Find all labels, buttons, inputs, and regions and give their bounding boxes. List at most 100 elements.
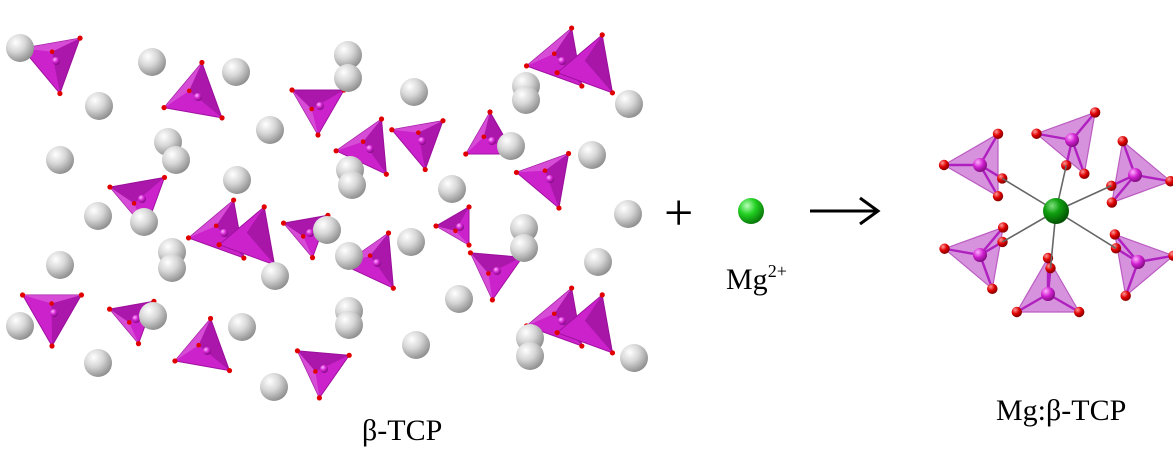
oxygen-atom — [280, 220, 287, 226]
oxygen-atom — [107, 184, 113, 190]
oxygen-atom — [481, 134, 487, 140]
calcium-atom — [335, 311, 363, 339]
calcium-atom — [516, 342, 544, 370]
tetrahedron-face — [363, 119, 387, 175]
oxygen-atom — [1120, 290, 1131, 302]
oxygen-atom — [300, 234, 306, 239]
tetrahedron-face — [526, 288, 572, 326]
phosphorus-atom — [1128, 168, 1142, 182]
calcium-atom — [335, 242, 363, 270]
oxygen-atom — [1073, 306, 1085, 318]
tetrahedron-face — [51, 295, 82, 346]
phosphorus-atom — [50, 309, 58, 317]
oxygen-atom — [383, 171, 389, 177]
phosphorus-atom — [132, 315, 140, 323]
calcium-atom — [46, 251, 74, 279]
phosphate-tetrahedron — [1106, 135, 1173, 208]
tetrahedron-face — [198, 318, 230, 371]
tetrahedron-face — [516, 153, 569, 173]
mg-ion-symbol: Mg — [726, 263, 768, 296]
oxygen-atom — [992, 190, 1004, 202]
oxygen-atom — [161, 174, 168, 181]
calcium-atom — [614, 200, 642, 228]
calcium-atom — [138, 48, 166, 76]
oxygen-atom — [49, 49, 55, 55]
phosphorus-atom — [418, 137, 426, 145]
calcium-atom — [334, 41, 362, 69]
calcium-atom — [228, 313, 256, 341]
tetrahedron-face — [52, 38, 80, 94]
oxygen-atom — [78, 292, 85, 298]
tetrahedron-face — [22, 295, 82, 304]
oxygen-atom — [390, 285, 396, 291]
oxygen-atom — [1031, 128, 1042, 139]
tetrahedron-face — [109, 309, 139, 344]
reaction-symbols: + — [664, 185, 881, 242]
phosphate-tetrahedron — [939, 222, 1009, 295]
calcium-atom — [584, 248, 612, 276]
tetrahedron-face — [189, 62, 222, 118]
phosphate-tetrahedron — [294, 348, 352, 401]
oxygen-atom — [609, 90, 616, 96]
oxygen-atom — [385, 230, 392, 236]
oxygen-atom — [440, 118, 446, 124]
calcium-atom — [261, 262, 289, 290]
tetrahedron-face — [109, 177, 165, 204]
oxygen-atom — [135, 341, 142, 347]
phosphate-tetrahedron — [389, 118, 446, 173]
oxygen-atom — [346, 352, 352, 358]
phosphate-tetrahedron — [1031, 107, 1101, 180]
calcium-atom — [497, 132, 525, 160]
calcium-atom — [313, 216, 341, 244]
calcium-atom — [512, 86, 540, 114]
calcium-atom — [46, 146, 74, 174]
tetrahedron-face — [292, 90, 318, 135]
tetrahedron-face — [418, 120, 443, 170]
oxygen-atom — [556, 205, 562, 211]
oxygen-atom — [433, 223, 439, 229]
oxygen-atom — [523, 63, 530, 69]
mg-ion-charge: 2+ — [767, 261, 787, 281]
oxygen-atom — [551, 51, 557, 57]
phosphorus-atom — [973, 158, 987, 172]
oxygen-atom — [569, 25, 575, 31]
phosphorus-atom — [366, 145, 374, 153]
calcium-atom — [510, 214, 538, 242]
oxygen-atom — [1079, 168, 1090, 180]
phosphorus-atom — [558, 317, 566, 325]
phosphorus-atom — [220, 229, 228, 237]
oxygen-atom — [463, 151, 469, 157]
oxygen-atom — [542, 168, 548, 173]
tetrahedron-face — [584, 34, 613, 93]
phosphorus-atom — [1065, 133, 1079, 147]
reaction-arrow — [810, 196, 881, 226]
tetrahedron-face — [526, 28, 572, 66]
phosphorus-atom — [194, 93, 202, 101]
phosphate-tetrahedron — [467, 250, 525, 303]
tetrahedron-face — [188, 200, 234, 238]
phosphorus-atom — [558, 57, 566, 65]
mg-doped-cluster — [938, 107, 1173, 318]
oxygen-atom — [389, 127, 395, 133]
tetrahedron-face — [436, 226, 469, 246]
phosphorus-atom — [316, 102, 324, 110]
oxygen-atom — [219, 115, 225, 121]
phosphate-tetrahedron — [513, 150, 572, 211]
oxygen-atom — [231, 197, 237, 203]
oxygen-atom — [126, 320, 132, 325]
phosphate-tetrahedron — [172, 315, 233, 374]
calcium-atom — [222, 58, 250, 86]
calcium-atom — [578, 141, 606, 169]
oxygen-atom — [196, 342, 201, 348]
calcium-atom — [130, 208, 158, 236]
phosphorus-atom — [138, 195, 146, 203]
tetrahedron-face — [470, 252, 523, 274]
oxygen-atom — [939, 243, 950, 254]
mg-ion-label: Mg2+ — [726, 261, 787, 297]
calcium-atom — [402, 331, 430, 359]
oxygen-atom — [333, 148, 339, 154]
oxygen-atom — [172, 358, 178, 364]
oxygen-atom — [1165, 176, 1173, 187]
oxygen-atom — [997, 222, 1009, 233]
